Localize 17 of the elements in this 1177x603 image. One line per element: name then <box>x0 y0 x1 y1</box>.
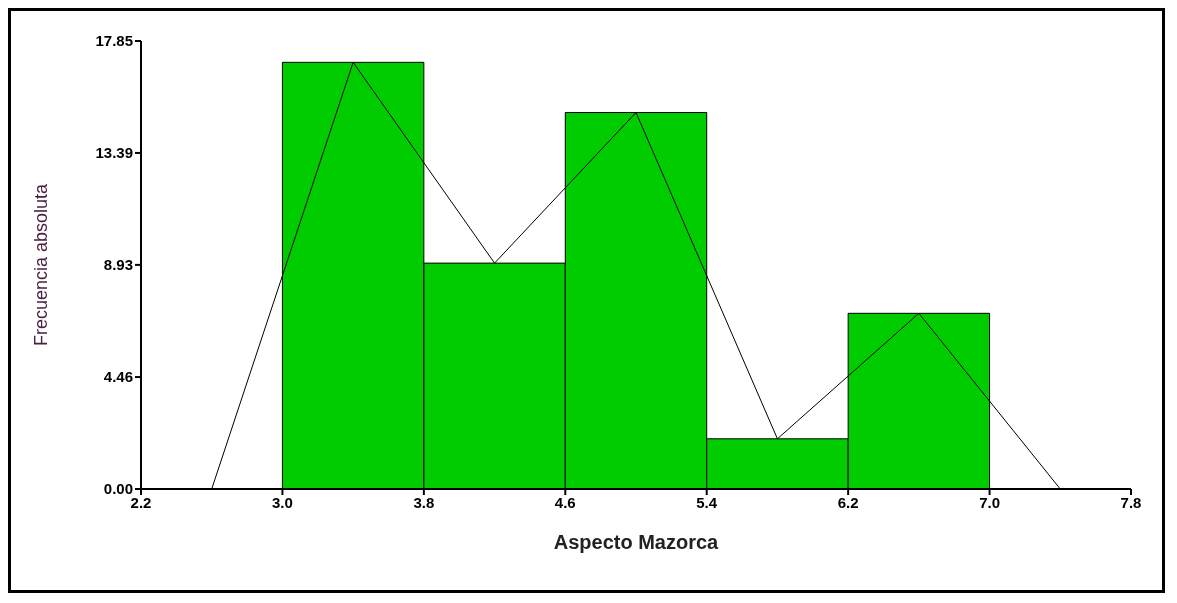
y-tick-label: 4.46 <box>103 368 133 386</box>
line-series <box>211 61 1061 489</box>
y-tick-label: 8.93 <box>103 256 133 274</box>
x-tick-label: 6.2 <box>837 493 859 511</box>
x-axis-title: Aspecto Mazorca <box>553 531 720 553</box>
y-tick-label: 17.85 <box>95 32 133 50</box>
x-tick-label: 7.8 <box>1120 493 1142 511</box>
y-tick-label: 13.39 <box>95 144 133 162</box>
x-tick-label: 4.6 <box>554 493 576 511</box>
y-axis-title: Frecuencia absoluta <box>31 182 52 347</box>
x-tick-label: 3.8 <box>413 493 435 511</box>
x-tick-label: 3.0 <box>272 493 293 511</box>
x-tick-label: 7.0 <box>979 493 1000 511</box>
x-tick-label: 5.4 <box>696 493 718 511</box>
x-tick-label: 2.2 <box>130 493 152 511</box>
frame-border: 2.2 3.0 3.8 4.6 5.4 6.2 7.0 7.8 Aspecto Mazorca 0.00 4.46 8.93 13.39 17.85 Frecuencia absoluta <box>8 8 1165 593</box>
y-tick-label: 0.00 <box>103 480 133 498</box>
